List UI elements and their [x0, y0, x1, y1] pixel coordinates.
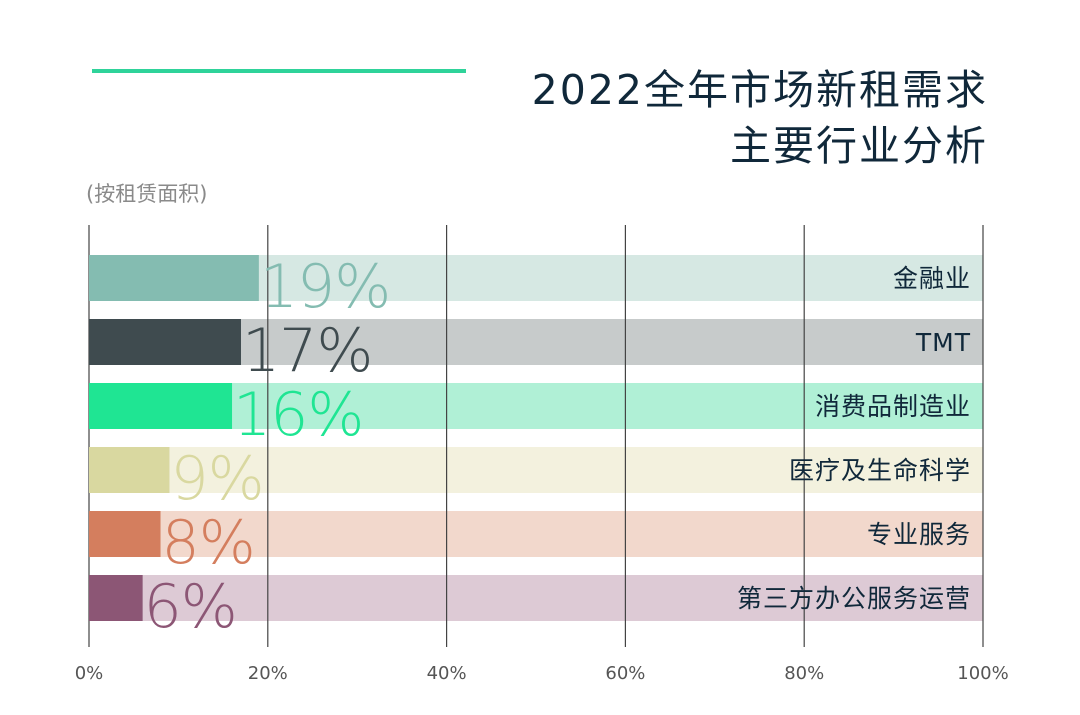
- bar-track: [89, 575, 983, 621]
- x-tick-label: 40%: [427, 663, 467, 684]
- value-label: 16%: [233, 380, 363, 450]
- bar-track: [89, 511, 983, 557]
- category-label: 金融业: [893, 264, 971, 293]
- category-label: 医疗及生命科学: [789, 456, 971, 485]
- bar: [89, 511, 161, 557]
- value-label: 9%: [170, 444, 263, 514]
- category-label: TMT: [915, 328, 971, 357]
- x-tick-label: 100%: [957, 663, 1008, 684]
- x-tick-label: 0%: [75, 663, 104, 684]
- title-accent-line: [92, 69, 466, 73]
- category-label: 专业服务: [867, 520, 971, 549]
- bar-track: [89, 383, 983, 429]
- category-label: 消费品制造业: [815, 392, 971, 421]
- bar: [89, 255, 259, 301]
- x-tick-label: 20%: [248, 663, 288, 684]
- value-label: 17%: [242, 316, 372, 386]
- x-tick-label: 80%: [784, 663, 824, 684]
- bar: [89, 575, 143, 621]
- chart-subtitle: (按租赁面积): [86, 182, 208, 206]
- category-label: 第三方办公服务运营: [737, 584, 971, 613]
- x-tick-label: 60%: [605, 663, 645, 684]
- bar: [89, 319, 241, 365]
- bar: [89, 447, 170, 493]
- value-label: 6%: [144, 572, 237, 642]
- chart-title-line-1: 2022全年市场新租需求: [531, 66, 988, 114]
- bar-track: [89, 447, 983, 493]
- value-label: 19%: [260, 252, 390, 322]
- value-label: 8%: [162, 508, 255, 578]
- bar: [89, 383, 233, 429]
- chart-title-line-2: 主要行业分析: [730, 122, 988, 170]
